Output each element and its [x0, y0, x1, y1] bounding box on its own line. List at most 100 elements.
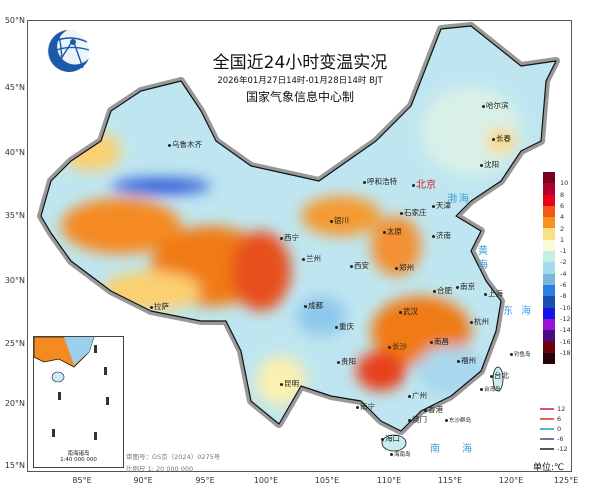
colorbar-tick: -10	[560, 303, 571, 312]
contour-legend-item: 0	[540, 425, 561, 433]
city-label: 呼和浩特	[363, 176, 397, 187]
city-label: 郑州	[395, 262, 414, 273]
city-label: 广州	[408, 390, 427, 401]
contour-legend-item: -6	[540, 435, 563, 443]
lon-label: 105°E	[314, 476, 340, 485]
sea-label: 东海	[503, 306, 539, 317]
lat-label: 30°N	[4, 276, 25, 285]
lon-label: 125°E	[553, 476, 579, 485]
city-label: 武汉	[399, 306, 418, 317]
island-label: 海南岛	[390, 450, 411, 458]
lon-label: 110°E	[376, 476, 402, 485]
colorbar-tick: 10	[560, 179, 569, 188]
contour-line-swatch	[540, 438, 554, 440]
city-label: 济南	[432, 230, 451, 241]
city-label: 上海	[484, 288, 503, 299]
unit-label: 单位:℃	[533, 463, 565, 473]
sea-label: 渤海	[447, 194, 471, 205]
inset-map	[34, 337, 109, 440]
colorbar-swatch	[543, 239, 555, 252]
contour-line-swatch	[540, 428, 554, 430]
contour-label: 0	[557, 425, 562, 433]
colorbar-swatch	[543, 205, 555, 218]
city-label: 北京	[412, 176, 436, 191]
colorbar-tick: -18	[560, 348, 571, 357]
city-label: 哈尔滨	[482, 100, 509, 111]
contour-line-swatch	[540, 418, 554, 420]
review-number: 审图号：GS京（2024）0275号	[126, 453, 221, 461]
colorbar-tick: -4	[560, 269, 567, 278]
city-label: 福州	[457, 355, 476, 366]
lon-label: 90°E	[133, 476, 153, 485]
city-label: 长沙	[388, 341, 407, 352]
colorbar-tick: 2	[560, 224, 565, 233]
colorbar-tick: 4	[560, 213, 565, 222]
lat-label: 50°N	[4, 16, 25, 25]
contour-legend-item: 12	[540, 405, 565, 413]
sea-label: 黄海	[478, 246, 490, 271]
city-label: 沈阳	[480, 159, 499, 170]
contour-label: 6	[557, 415, 562, 423]
city-label: 银川	[330, 215, 349, 226]
island-label: 钓鱼岛	[510, 350, 531, 358]
lon-label: 100°E	[253, 476, 279, 485]
lon-label: 85°E	[72, 476, 92, 485]
colorbar-swatch	[543, 330, 555, 342]
colorbar-tick: -8	[560, 292, 567, 301]
lat-label: 15°N	[4, 461, 25, 470]
colorbar-tick: -2	[560, 258, 567, 267]
colorbar-swatch	[543, 318, 555, 331]
map-subtitle: 2026年01月27日14时-01月28日14时 BJT	[217, 76, 383, 86]
city-label: 杭州	[470, 316, 489, 327]
city-label: 南宁	[356, 401, 375, 412]
map-title: 全国近24小时变温实况	[212, 53, 388, 73]
city-label: 澳门	[408, 414, 427, 425]
colorbar-tick: 8	[560, 190, 565, 199]
city-label: 兰州	[302, 253, 321, 264]
organization: 国家气象信息中心制	[245, 90, 354, 104]
island-label: 东沙群岛	[445, 416, 471, 424]
city-label: 重庆	[335, 321, 354, 332]
lon-label: 120°E	[498, 476, 524, 485]
lat-label: 20°N	[4, 399, 25, 408]
city-label: 长春	[492, 133, 511, 144]
colorbar-swatch	[543, 341, 555, 353]
city-label: 台北	[490, 370, 509, 381]
city-label: 海口	[381, 433, 400, 444]
colorbar-swatch	[543, 217, 555, 229]
contour-label: 12	[557, 405, 566, 413]
colorbar-swatch	[543, 352, 555, 365]
colorbar-swatch	[543, 183, 555, 195]
colorbar-swatch	[543, 284, 555, 297]
contour-label: -6	[557, 435, 564, 443]
colorbar-swatch	[543, 251, 555, 263]
contour-legend-item: -12	[540, 445, 568, 453]
island-label: 台湾岛	[480, 385, 501, 393]
city-label: 石家庄	[400, 207, 427, 218]
colorbar-tick: -14	[560, 326, 571, 335]
colorbar-swatch	[543, 296, 555, 308]
cma-logo	[47, 30, 90, 72]
south-china-sea-inset: 南海诸岛 1:40 000 000	[33, 336, 124, 468]
map-scale: 比例尺 1: 20 000 000	[126, 465, 194, 473]
colorbar-swatch	[543, 172, 555, 184]
colorbar	[543, 172, 555, 365]
lat-label: 45°N	[4, 83, 25, 92]
contour-label: -12	[557, 445, 568, 453]
city-label: 南昌	[430, 336, 449, 347]
city-label: 太原	[383, 226, 402, 237]
inset-title: 南海诸岛	[67, 451, 90, 457]
colorbar-tick: -6	[560, 281, 567, 289]
colorbar-swatch	[543, 273, 555, 285]
city-label: 南京	[456, 281, 475, 292]
colorbar-swatch	[543, 307, 555, 319]
colorbar-tick: 1	[560, 235, 565, 244]
sea-label: 南海	[430, 444, 494, 455]
colorbar-tick: 6	[560, 201, 565, 210]
city-label: 拉萨	[150, 301, 169, 312]
city-label: 乌鲁木齐	[168, 139, 202, 150]
contour-legend-item: 6	[540, 415, 561, 423]
city-label: 西安	[350, 260, 369, 271]
colorbar-swatch	[543, 262, 555, 274]
colorbar-swatch	[543, 228, 555, 240]
